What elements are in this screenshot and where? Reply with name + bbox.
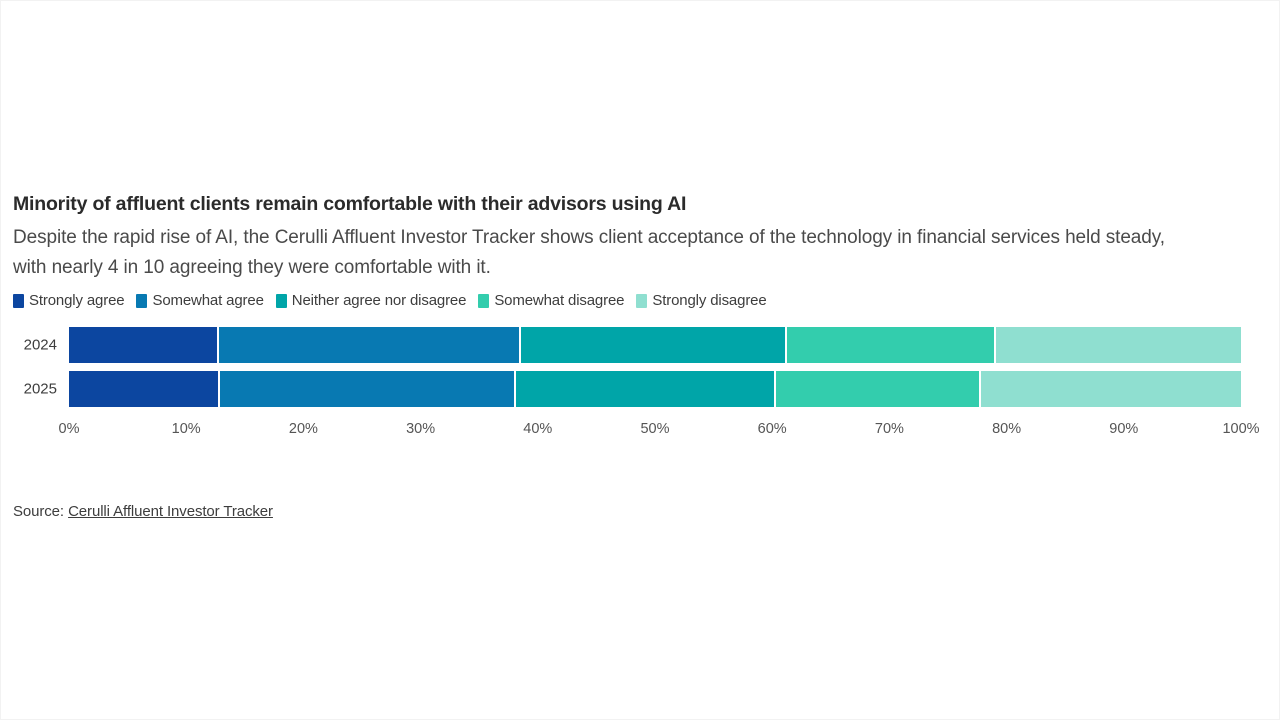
bar-segment[interactable] — [980, 371, 1241, 408]
bar-segment[interactable] — [996, 327, 1241, 364]
x-axis-tick-label: 40% — [523, 421, 553, 438]
chart-container: Minority of affluent clients remain comf… — [1, 191, 1280, 520]
chart-title: Minority of affluent clients remain comf… — [13, 193, 687, 215]
legend-item-strongly-agree[interactable]: Strongly agree — [13, 292, 125, 310]
source-link[interactable]: Cerulli Affluent Investor Tracker — [68, 503, 273, 520]
stacked-bar-2024 — [69, 327, 1241, 364]
x-axis-tick-label: 10% — [171, 421, 201, 438]
category-label-2025: 2025 — [23, 380, 57, 398]
legend-item-strongly-disagree[interactable]: Strongly disagree — [636, 292, 767, 310]
x-axis-tick-label: 90% — [1109, 421, 1139, 438]
legend-swatch-icon — [136, 293, 148, 308]
legend-swatch-icon — [13, 293, 24, 308]
legend-label: Strongly agree — [29, 292, 125, 310]
legend-label: Somewhat disagree — [494, 292, 625, 310]
x-axis-tick-label: 20% — [288, 421, 318, 438]
x-axis: 0% 10% 20% 30% 40% 50% 60% 70% 80% 90% 100% — [59, 421, 1260, 447]
legend-swatch-icon — [275, 293, 287, 308]
legend-label: Somewhat agree — [152, 292, 264, 310]
category-label-2024: 2024 — [23, 336, 57, 354]
bar-segment[interactable] — [787, 327, 997, 364]
x-axis-tick-label: 70% — [874, 421, 904, 438]
legend-label: Strongly disagree — [652, 292, 767, 310]
bar-row-2025: 2025 — [1, 371, 1280, 408]
x-axis-tick-label: 60% — [757, 421, 787, 438]
bar-segment[interactable] — [69, 327, 220, 364]
legend-swatch-icon — [636, 293, 648, 308]
x-axis-tick-label: 100% — [1222, 421, 1260, 438]
source-note: Source: Cerulli Affluent Investor Tracke… — [13, 503, 273, 520]
legend-label: Neither agree nor disagree — [291, 292, 467, 310]
bar-segment[interactable] — [515, 371, 776, 408]
source-prefix: Source: — [13, 503, 64, 520]
bar-segment[interactable] — [219, 327, 522, 364]
bar-segment[interactable] — [521, 327, 788, 364]
bar-segment[interactable] — [69, 371, 221, 408]
legend-item-somewhat-agree[interactable]: Somewhat agree — [136, 292, 264, 310]
stacked-bar-2025 — [69, 371, 1241, 408]
legend-item-neither-agree-nor-disagree[interactable]: Neither agree nor disagree — [275, 292, 467, 310]
x-axis-tick-label: 30% — [406, 421, 436, 438]
x-axis-tick-label: 50% — [640, 421, 670, 438]
bar-segment[interactable] — [220, 371, 516, 408]
bar-row-2024: 2024 — [1, 327, 1280, 364]
plot-area: 2024 2025 0% 10% 20% 30% 40% 50% 60% 70% 80% 90% 1… — [1, 327, 1280, 447]
chart-subtitle: Despite the rapid rise of AI, the Cerull… — [13, 227, 1165, 278]
legend-swatch-icon — [478, 293, 490, 308]
legend-item-somewhat-disagree[interactable]: Somewhat disagree — [478, 292, 625, 310]
bar-segment[interactable] — [775, 371, 981, 408]
x-axis-tick-label: 80% — [992, 421, 1022, 438]
chart-legend: Strongly agree Somewhat agree Neither ag… — [1, 282, 1280, 309]
x-axis-tick-label: 0% — [58, 421, 80, 438]
